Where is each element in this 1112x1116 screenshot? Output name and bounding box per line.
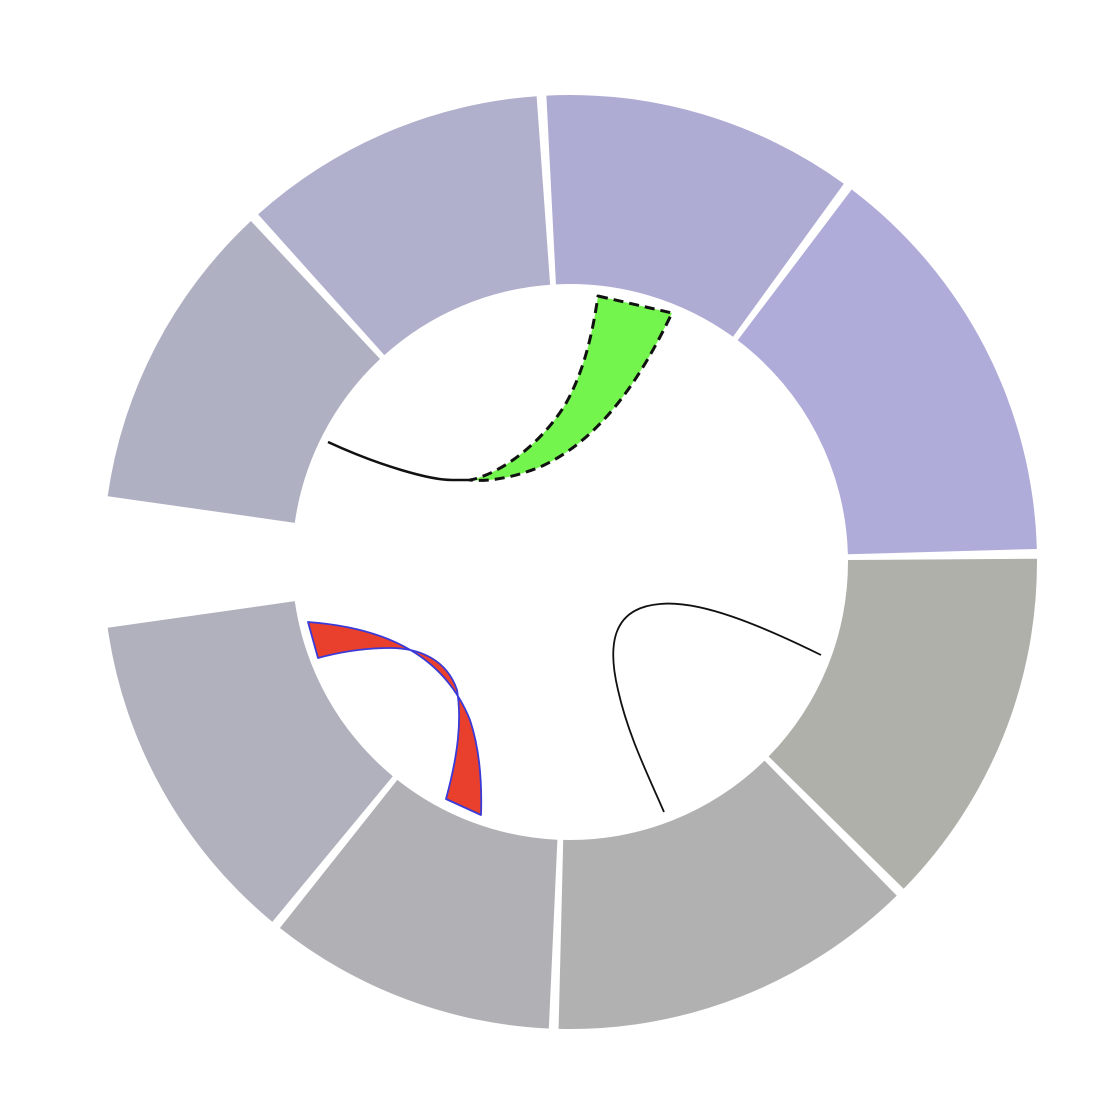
ring-segment-2 xyxy=(546,95,844,337)
ring-segment-6 xyxy=(279,779,558,1029)
link-line-1 xyxy=(327,440,472,482)
link-line-2 xyxy=(612,602,822,813)
ring-segments xyxy=(107,95,1038,1029)
chord-links xyxy=(307,294,822,816)
ring-segment-1 xyxy=(737,189,1037,555)
ring-segment-7 xyxy=(558,760,897,1029)
ring-segment-3 xyxy=(258,96,551,356)
ring-segment-8 xyxy=(768,558,1038,889)
ring-segment-4 xyxy=(107,221,381,523)
link-green xyxy=(468,294,674,482)
link-red xyxy=(307,621,483,816)
ring-segment-5 xyxy=(107,601,393,922)
